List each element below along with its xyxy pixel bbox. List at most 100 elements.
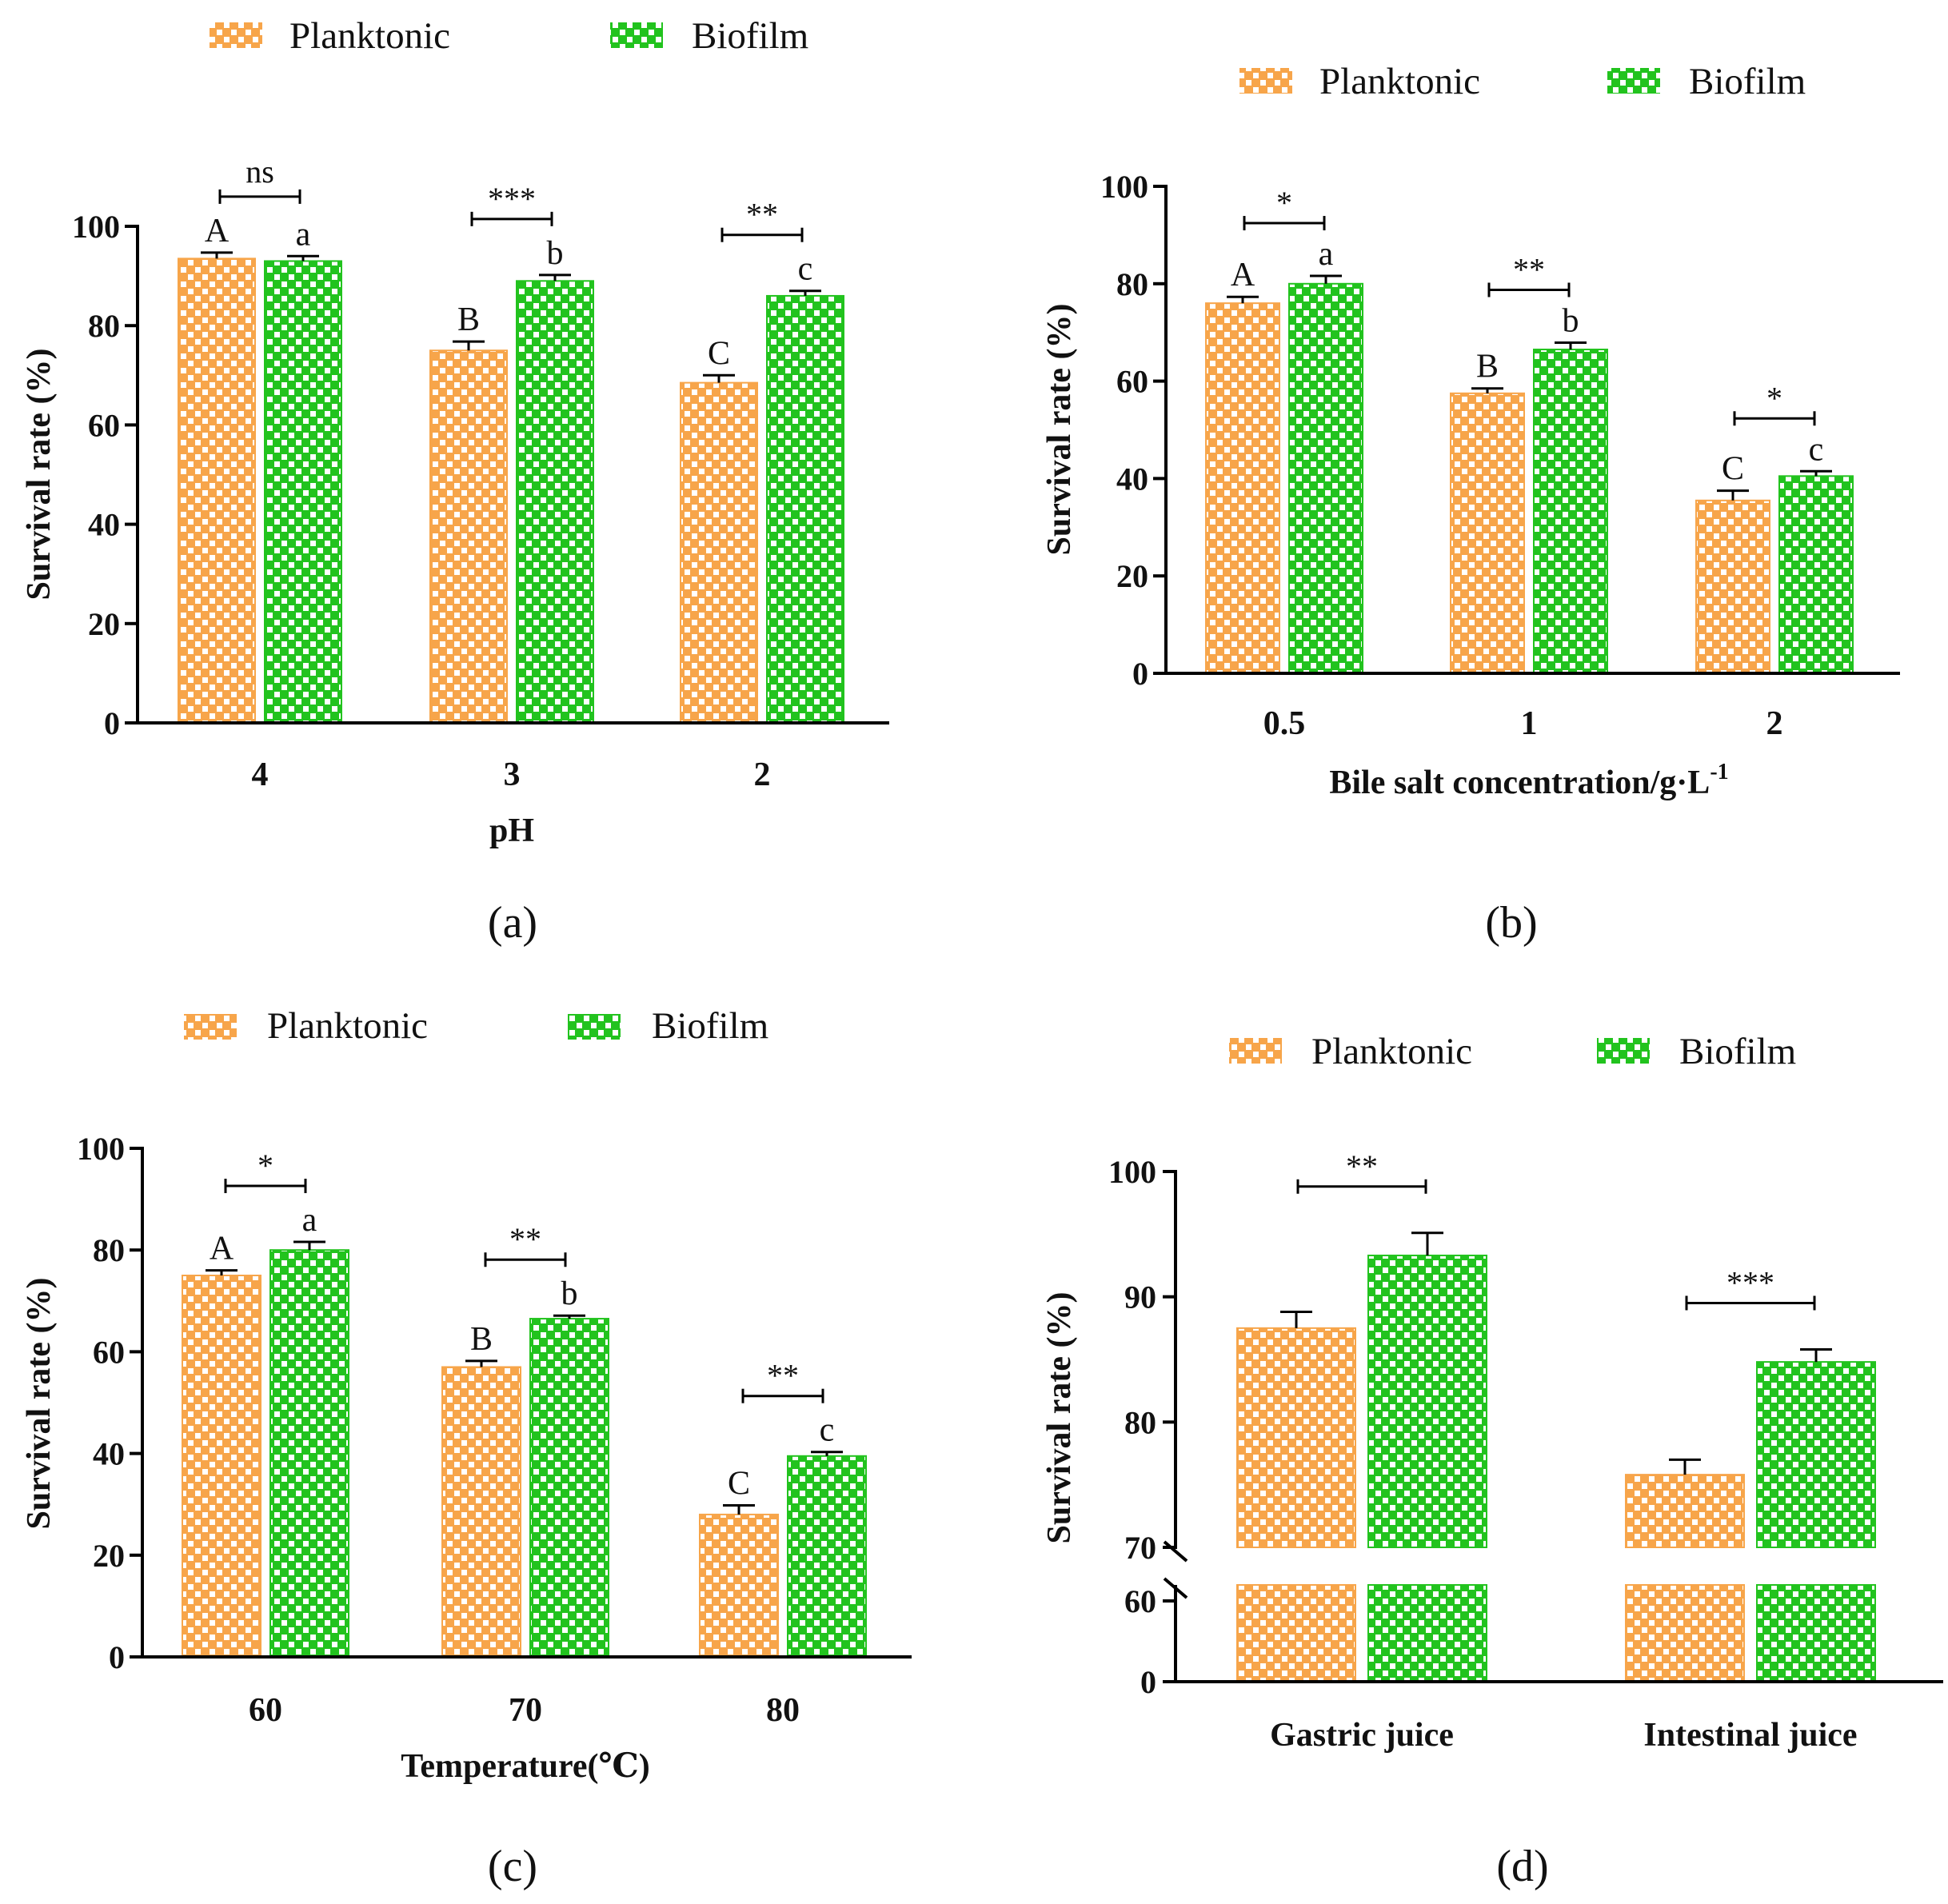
group-letter: a bbox=[1319, 236, 1334, 273]
legend-swatch-planktonic bbox=[1229, 1038, 1282, 1064]
x-tick-label: 80 bbox=[766, 1692, 800, 1729]
legend-swatch-biofilm bbox=[568, 1014, 621, 1040]
bar-planktonic-lower bbox=[1236, 1584, 1356, 1682]
group-letter: A bbox=[210, 1231, 234, 1267]
group-letter: A bbox=[1231, 257, 1255, 293]
bar-planktonic bbox=[680, 381, 758, 724]
y-tick-label: 20 bbox=[93, 1538, 125, 1574]
bar-biofilm bbox=[1778, 475, 1854, 674]
y-tick-label: 80 bbox=[1116, 266, 1148, 302]
y-tick-label: 60 bbox=[1124, 1583, 1156, 1619]
bar-biofilm bbox=[264, 260, 342, 724]
panel-label: (c) bbox=[488, 1842, 537, 1891]
group-letter: b bbox=[1563, 302, 1579, 339]
bar-biofilm bbox=[1367, 1254, 1487, 1548]
bar-biofilm bbox=[1288, 282, 1363, 674]
y-tick-label: 60 bbox=[88, 407, 120, 443]
significance-label: ** bbox=[1346, 1148, 1378, 1184]
group-letter: A bbox=[205, 213, 230, 249]
bar-biofilm bbox=[269, 1249, 349, 1658]
group-letter: b bbox=[547, 235, 564, 272]
legend-label-planktonic: Planktonic bbox=[1311, 1031, 1472, 1072]
group-letter: B bbox=[1476, 349, 1499, 385]
bar-biofilm bbox=[1756, 1361, 1876, 1548]
legend-label-biofilm: Biofilm bbox=[692, 15, 808, 57]
legend-swatch-planktonic bbox=[1239, 68, 1292, 94]
y-tick-label: 100 bbox=[77, 1131, 125, 1167]
y-tick-label: 0 bbox=[1140, 1664, 1156, 1700]
panel-label: (b) bbox=[1485, 898, 1537, 948]
x-tick-label: 4 bbox=[252, 756, 269, 793]
y-tick-label: 0 bbox=[1132, 656, 1148, 692]
y-tick-label: 100 bbox=[72, 209, 120, 245]
group-letter: c bbox=[798, 251, 813, 288]
y-tick-label: 100 bbox=[1100, 169, 1148, 205]
x-tick-label: 3 bbox=[504, 756, 521, 793]
significance-label: ns bbox=[245, 154, 274, 190]
group-letter: a bbox=[302, 1202, 317, 1239]
x-tick-label: Gastric juice bbox=[1270, 1717, 1454, 1754]
group-letter: a bbox=[296, 216, 311, 253]
significance-label: * bbox=[257, 1148, 273, 1184]
panel-label: (a) bbox=[488, 898, 537, 948]
bar-biofilm bbox=[766, 294, 844, 724]
significance-label: ** bbox=[509, 1221, 541, 1257]
bar-biofilm bbox=[1533, 349, 1608, 674]
y-tick-label: 80 bbox=[93, 1232, 125, 1268]
bar-biofilm bbox=[516, 280, 594, 724]
y-tick-label: 80 bbox=[1124, 1404, 1156, 1440]
bar-planktonic-lower bbox=[1625, 1584, 1745, 1682]
legend-swatch-biofilm bbox=[610, 22, 663, 48]
x-tick-label: 0.5 bbox=[1263, 705, 1306, 742]
y-axis-label: Survival rate (%) bbox=[1041, 1292, 1078, 1544]
bar-planktonic bbox=[178, 257, 256, 724]
axis-break-mark bbox=[1163, 1540, 1188, 1563]
axis-break-mark bbox=[1163, 1577, 1188, 1599]
group-letter: b bbox=[561, 1275, 578, 1312]
y-tick-label: 0 bbox=[104, 705, 120, 741]
y-tick-label: 70 bbox=[1124, 1530, 1156, 1566]
legend-label-planktonic: Planktonic bbox=[267, 1005, 428, 1047]
bar-planktonic bbox=[1695, 499, 1770, 674]
x-axis-label-superscript: -1 bbox=[1710, 760, 1728, 784]
legend-label-biofilm: Biofilm bbox=[1679, 1031, 1796, 1072]
y-tick-label: 40 bbox=[1116, 461, 1148, 497]
y-tick-label: 100 bbox=[1108, 1154, 1156, 1190]
significance-label: * bbox=[1276, 185, 1292, 221]
bar-planktonic bbox=[1450, 392, 1525, 674]
y-tick-label: 90 bbox=[1124, 1279, 1156, 1315]
legend-label-planktonic: Planktonic bbox=[289, 15, 450, 57]
bar-planktonic bbox=[441, 1366, 521, 1658]
group-letter: B bbox=[470, 1321, 493, 1358]
y-tick-label: 80 bbox=[88, 308, 120, 344]
y-axis-label: Survival rate (%) bbox=[21, 349, 58, 601]
group-letter: C bbox=[708, 335, 730, 372]
y-tick-label: 60 bbox=[93, 1334, 125, 1370]
bar-planktonic bbox=[699, 1513, 779, 1659]
significance-label: ** bbox=[746, 197, 778, 233]
y-tick-label: 40 bbox=[93, 1436, 125, 1472]
group-letter: c bbox=[820, 1412, 835, 1449]
x-tick-label: Intestinal juice bbox=[1643, 1717, 1857, 1754]
x-tick-label: 60 bbox=[249, 1692, 282, 1729]
legend-label-biofilm: Biofilm bbox=[1689, 61, 1806, 102]
bar-biofilm bbox=[787, 1455, 867, 1659]
group-letter: C bbox=[728, 1465, 750, 1502]
x-tick-label: 2 bbox=[754, 756, 771, 793]
legend-swatch-biofilm bbox=[1607, 68, 1660, 94]
legend-label-planktonic: Planktonic bbox=[1319, 61, 1480, 102]
bar-planktonic bbox=[1625, 1474, 1745, 1548]
bar-planktonic bbox=[1236, 1327, 1356, 1549]
legend-swatch-planktonic bbox=[210, 22, 262, 48]
bar-biofilm bbox=[529, 1318, 609, 1659]
significance-label: *** bbox=[1726, 1264, 1774, 1300]
legend-swatch-planktonic bbox=[184, 1014, 237, 1040]
y-tick-label: 20 bbox=[88, 606, 120, 642]
x-axis-label: Temperature(℃) bbox=[401, 1748, 650, 1785]
bar-planktonic bbox=[182, 1275, 261, 1658]
significance-label: ** bbox=[767, 1358, 799, 1394]
